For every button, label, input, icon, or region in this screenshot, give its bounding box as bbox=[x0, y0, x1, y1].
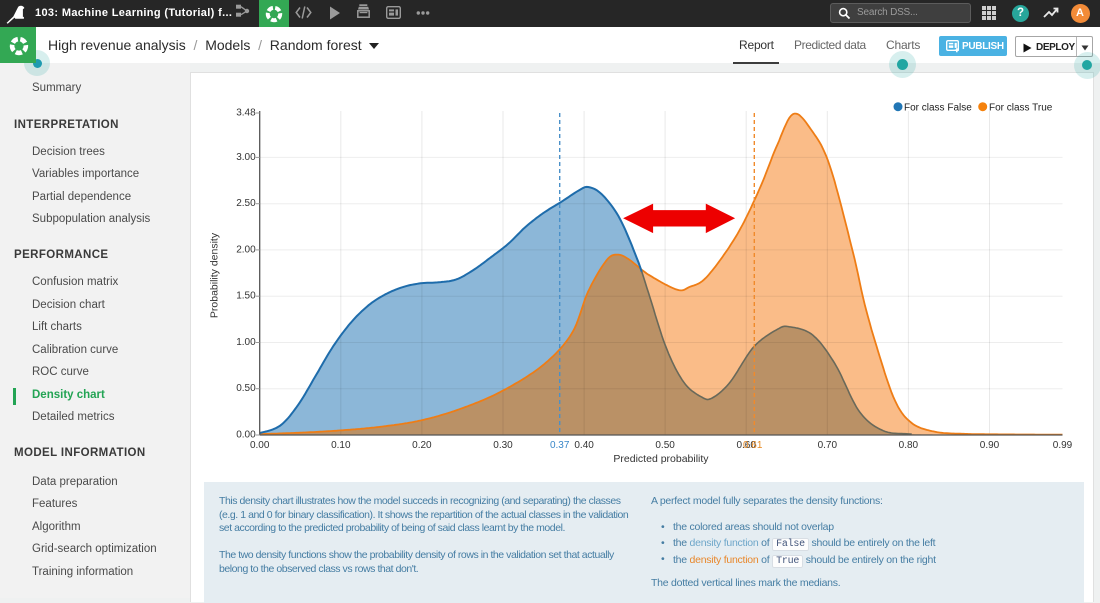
svg-text:Predicted probability: Predicted probability bbox=[613, 453, 709, 465]
svg-text:0.10: 0.10 bbox=[331, 440, 351, 451]
svg-text:0.40: 0.40 bbox=[574, 440, 594, 451]
svg-text:2.50: 2.50 bbox=[236, 198, 256, 209]
svg-text:0.30: 0.30 bbox=[493, 440, 513, 451]
svg-text:0.20: 0.20 bbox=[412, 440, 432, 451]
svg-text:For class False: For class False bbox=[904, 103, 972, 114]
svg-text:0.50: 0.50 bbox=[655, 440, 675, 451]
svg-text:3.48: 3.48 bbox=[236, 108, 256, 119]
svg-text:0.80: 0.80 bbox=[899, 440, 919, 451]
svg-text:0.37: 0.37 bbox=[550, 440, 570, 451]
svg-text:0.70: 0.70 bbox=[818, 440, 838, 451]
svg-text:Probability density: Probability density bbox=[209, 232, 221, 318]
svg-text:0.00: 0.00 bbox=[250, 440, 270, 451]
svg-text:0.60: 0.60 bbox=[736, 440, 756, 451]
svg-text:0.00: 0.00 bbox=[236, 430, 256, 441]
svg-text:0.61: 0.61 bbox=[743, 440, 763, 451]
svg-text:2.00: 2.00 bbox=[236, 244, 256, 255]
svg-text:0.50: 0.50 bbox=[236, 383, 256, 394]
svg-text:3.00: 3.00 bbox=[236, 152, 256, 163]
svg-text:0.90: 0.90 bbox=[980, 440, 1000, 451]
svg-text:1.50: 1.50 bbox=[236, 291, 256, 302]
svg-text:1.00: 1.00 bbox=[236, 337, 256, 348]
svg-text:For class True: For class True bbox=[989, 103, 1053, 114]
svg-text:0.99: 0.99 bbox=[1053, 440, 1073, 451]
